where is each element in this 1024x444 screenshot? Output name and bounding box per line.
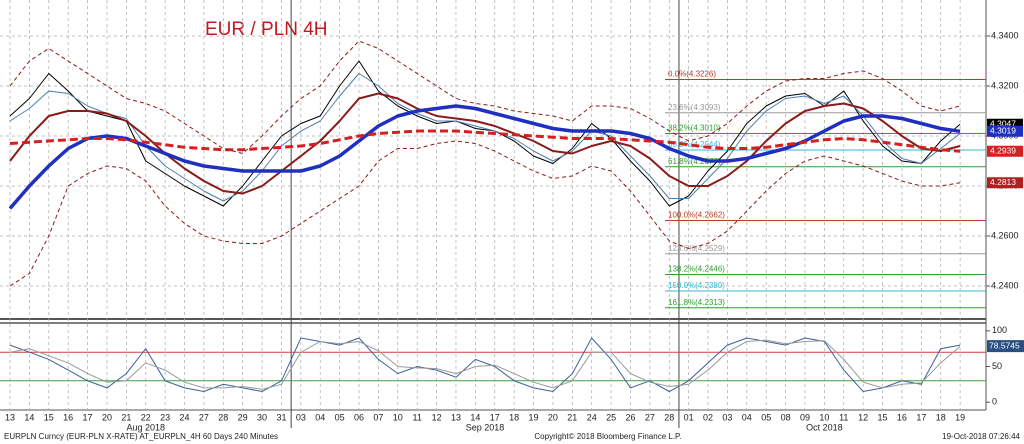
x-tick-label: 25: [606, 412, 616, 422]
price-label: 4.3047: [990, 119, 1016, 129]
x-tick-label: 04: [742, 412, 752, 422]
x-tick-label: 27: [645, 412, 655, 422]
x-tick-label: 19: [529, 412, 539, 422]
x-tick-label: 18: [936, 412, 946, 422]
x-tick-label: 13: [451, 412, 461, 422]
x-tick-label: 13: [5, 412, 15, 422]
x-tick-label: 08: [781, 412, 791, 422]
x-tick-label: 05: [761, 412, 771, 422]
x-tick-label: 05: [335, 412, 345, 422]
series-line: [9, 60, 961, 207]
x-tick-label: 20: [102, 412, 112, 422]
fib-label: 38.2%(4.3010): [668, 124, 721, 133]
x-tick-label: 12: [858, 412, 868, 422]
x-tick-label: 10: [393, 412, 403, 422]
x-tick-label: 14: [24, 412, 34, 422]
oscillator-line: [9, 337, 961, 393]
oscillator-line: [9, 339, 961, 390]
footer: 19-Oct-2018 07:26:44: [942, 432, 1020, 441]
x-tick-label: 11: [413, 412, 422, 422]
price-label: 4.2939: [990, 146, 1016, 156]
x-tick-label: 15: [878, 412, 888, 422]
x-tick-label: 10: [819, 412, 829, 422]
x-tick-label: 09: [800, 412, 810, 422]
price-label-box: [987, 177, 1023, 189]
x-tick-label: 28: [664, 412, 674, 422]
last-value-box: [987, 340, 1024, 353]
month-label: Sep 2018: [466, 422, 505, 432]
x-tick-label: 19: [955, 412, 965, 422]
x-tick-label: 16: [897, 412, 907, 422]
x-tick-label: 30: [257, 412, 267, 422]
x-tick-label: 18: [509, 412, 519, 422]
x-tick-label: 28: [218, 412, 228, 422]
fib-label: 0.0%(4.3226): [668, 70, 716, 79]
x-tick-label: 17: [916, 412, 926, 422]
x-tick-label: 22: [141, 412, 151, 422]
y-tick-label: 100: [992, 325, 1007, 335]
price-label: 4.3019: [990, 126, 1016, 136]
x-tick-label: 24: [180, 412, 190, 422]
series-line: [9, 140, 961, 287]
x-tick-label: 07: [373, 412, 383, 422]
fib-label: 61.8%(4.2877): [668, 157, 721, 166]
x-tick-label: 21: [567, 412, 577, 422]
last-value-label: 78.5745: [989, 340, 1020, 350]
footer: Copyright© 2018 Bloomberg Finance L.P.: [534, 432, 681, 441]
y-tick-label: 4.2400: [991, 280, 1019, 290]
x-tick-label: 02: [703, 412, 713, 422]
y-tick-label: 4.3200: [991, 80, 1019, 90]
x-tick-label: 17: [83, 412, 93, 422]
y-tick-label: 50: [992, 361, 1002, 371]
x-tick-label: 06: [354, 412, 364, 422]
x-tick-label: 23: [160, 412, 170, 422]
fib-label: 100.0%(4.2662): [668, 211, 725, 220]
price-label-box: [987, 145, 1023, 157]
x-tick-label: 04: [315, 412, 325, 422]
fib-label: 23.6%(4.3093): [668, 103, 721, 112]
price-label: 4.2813: [990, 177, 1016, 187]
x-tick-label: 20: [548, 412, 558, 422]
x-tick-label: 03: [296, 412, 306, 422]
price-label-box: [987, 125, 1023, 137]
x-tick-label: 12: [432, 412, 442, 422]
x-tick-label: 01: [684, 412, 694, 422]
series-line: [9, 73, 961, 202]
fib-label: 161.8%(4.2313): [668, 298, 725, 307]
x-tick-label: 27: [199, 412, 209, 422]
month-label: Aug 2018: [126, 422, 165, 432]
series-line: [9, 40, 961, 154]
fib-label: 138.2%(4.2446): [668, 265, 725, 274]
y-tick-label: 4.2600: [991, 230, 1019, 240]
x-tick-label: 31: [276, 412, 286, 422]
chart-title: EUR / PLN 4H: [205, 19, 327, 40]
x-tick-label: 21: [121, 412, 131, 422]
fib-label: 150.0%(4.2380): [668, 281, 725, 290]
month-label: Oct 2018: [806, 422, 843, 432]
x-tick-label: 11: [839, 412, 848, 422]
y-tick-label: 4.3400: [991, 30, 1019, 40]
y-tick-label: 0: [992, 397, 997, 407]
fib-label: 123.6%(4.2529): [668, 244, 725, 253]
x-tick-label: 16: [63, 412, 73, 422]
price-label-box: [987, 118, 1023, 130]
x-tick-label: 14: [470, 412, 480, 422]
x-tick-label: 29: [238, 412, 248, 422]
x-tick-label: 03: [722, 412, 732, 422]
x-tick-label: 15: [44, 412, 54, 422]
footer: EURPLN Curncy (EUR-PLN X-RATE) AT_EURPLN…: [4, 432, 278, 441]
x-tick-label: 24: [587, 412, 597, 422]
x-tick-label: 17: [490, 412, 500, 422]
x-tick-label: 26: [625, 412, 635, 422]
series-line: [9, 129, 961, 153]
